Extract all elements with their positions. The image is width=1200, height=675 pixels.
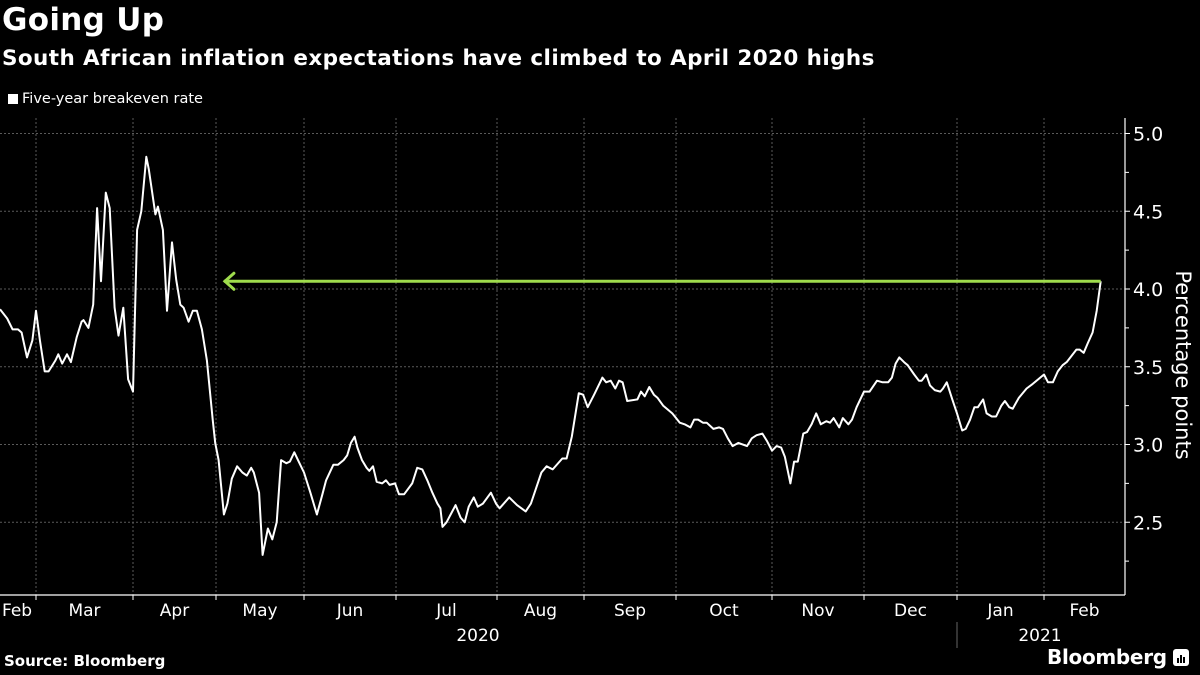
series-line-five-year-breakeven	[0, 155, 1102, 556]
x-tick-label: Nov	[801, 601, 834, 621]
x-tick-label: Aug	[524, 601, 557, 621]
x-tick-label: Dec	[894, 601, 927, 621]
legend-swatch-icon	[8, 94, 18, 104]
legend: Five-year breakeven rate	[8, 91, 203, 107]
x-tick-label: Apr	[160, 601, 189, 621]
axis-labels: 5.0 4.5 4.0 3.5 3.0 2.5 Feb Mar Apr May Jun Jul Aug S…	[2, 124, 1195, 647]
bloomberg-chart-icon	[1172, 648, 1189, 666]
bloomberg-logo: Bloomberg	[1047, 645, 1189, 669]
arrow-left-icon	[222, 271, 236, 291]
x-tick-label: Oct	[709, 601, 739, 621]
x-tick-label: Mar	[68, 601, 100, 621]
y-tick-label: 3.0	[1133, 435, 1163, 457]
y-tick-label: 4.5	[1133, 201, 1163, 223]
axes	[0, 118, 1130, 648]
x-tick-label: Feb	[1069, 601, 1099, 621]
y-tick-label: 2.5	[1133, 512, 1163, 534]
annotation	[222, 271, 1101, 291]
y-tick-label: 4.0	[1133, 279, 1163, 301]
x-tick-label: Feb	[2, 601, 32, 621]
source-note: Source: Bloomberg	[4, 652, 166, 670]
x-tick-label: Sep	[614, 601, 646, 621]
chart-subtitle: South African inflation expectations hav…	[2, 46, 875, 71]
x-tick-label: Jan	[986, 601, 1013, 621]
y-tick-label: 3.5	[1133, 357, 1163, 379]
x-tick-label: Jun	[336, 601, 364, 621]
series	[0, 155, 1102, 556]
brand-name: Bloomberg	[1047, 645, 1167, 669]
x-year-label: 2021	[1018, 626, 1061, 646]
chart-title: Going Up	[2, 2, 165, 38]
grid	[0, 118, 1125, 595]
legend-label: Five-year breakeven rate	[22, 91, 203, 107]
x-tick-label: May	[242, 601, 277, 621]
y-axis-title: Percentage points	[1171, 270, 1195, 459]
x-year-label: 2020	[456, 626, 499, 646]
x-tick-label: Jul	[435, 601, 457, 621]
y-tick-label: 5.0	[1133, 124, 1163, 146]
